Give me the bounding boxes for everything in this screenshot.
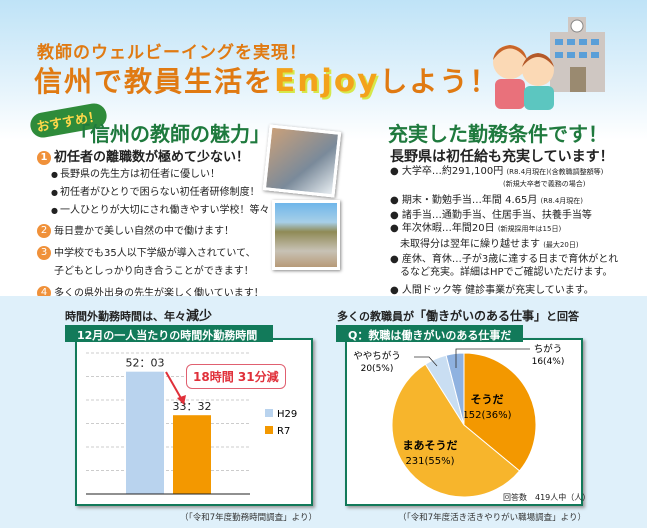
right-section-title: 充実した勤務条件です！ — [388, 122, 608, 146]
bar-R7 — [173, 415, 211, 494]
pie-slice-1 — [391, 363, 521, 498]
slice-label: ややちがう — [353, 350, 401, 362]
slice-value: 231(55%) — [405, 456, 454, 467]
condition-item: ● 諸手当…通勤手当、住居手当、扶養手当等 — [390, 210, 592, 221]
arrow-head — [177, 395, 186, 405]
legend-label: R7 — [277, 426, 290, 437]
bar-value-label: 33：32 — [173, 400, 212, 413]
pie-slice-0 — [463, 352, 537, 472]
legend-swatch — [265, 426, 273, 434]
number-badge: 1 — [37, 151, 51, 165]
appeal-point-2: 2 毎日豊かで美しい自然の中で働けます！ — [37, 223, 272, 241]
legend-swatch — [265, 409, 273, 417]
right-section-subtitle: 長野県は初任給も充実しています！ — [390, 149, 614, 165]
reduction-callout: 18時間 31分減 — [186, 364, 286, 389]
school-photo — [272, 200, 340, 270]
pie-source: （「令和7年度活き活きやりがい職場調査」より） — [398, 513, 586, 523]
condition-item: ● 期末・勤勉手当…年間 4.65月 (R8.4月現在) — [390, 195, 584, 206]
point-text: 初任者の離職数が極めて少ない！ — [54, 150, 250, 165]
slice-value: 16(4%) — [532, 357, 565, 367]
legend-label: H29 — [277, 409, 297, 420]
list-item: ● 長野県の先生方は初任者に優しい！ — [51, 169, 220, 180]
pie-section-heading: 多くの教職員が「働きがいのある仕事」と回答 — [337, 309, 580, 323]
slice-value: 152(36%) — [462, 410, 511, 421]
respondent-count: 回答数 419人中（人） — [503, 493, 591, 502]
list-item: ● 一人ひとりが大切にされ働きやすい学校！等々 — [51, 205, 270, 216]
condition-item: ● 人間ドック等 健診事業が充実しています。 — [390, 285, 594, 296]
pie-chart-label: Q：教職は働きがいのある仕事だ — [336, 325, 524, 342]
bar-source: （「令和7年度勤務時間調査」より） — [180, 513, 317, 523]
leader-line — [414, 356, 438, 367]
school-children-illustration — [493, 17, 605, 110]
list-item: ● 初任者がひとりで困らない初任者研修制度！ — [51, 187, 260, 198]
bar-H29 — [126, 371, 164, 494]
slice-label: ちがう — [534, 343, 563, 355]
condition-item: ● 産休、育休…子が3歳に達する日まで育休がとれ るなど充実。詳細はHPでご確認い… — [390, 254, 619, 278]
left-section-title: 「信州の教師の魅力」 — [70, 122, 270, 146]
header-title: 信州で教員生活をEnjoyしよう！ — [34, 63, 500, 99]
bar-value-label: 52：03 — [126, 357, 165, 370]
teacher-appeal-list: 1 初任者の離職数が極めて少ない！ ● 長野県の先生方は初任者に優しい！ ● 初任者が… — [37, 146, 272, 303]
reduction-arrow — [165, 371, 183, 401]
condition-item: ● 大学卒…約291,100円 (R8.4月現在)(含教職調整額等) (新規大卒者… — [390, 166, 604, 188]
slice-label: そうだ — [471, 393, 504, 406]
slice-value: 20(5%) — [361, 364, 394, 374]
bar-section-heading: 時間外勤務時間は、年々減少 — [65, 309, 213, 324]
appeal-point-3: 3 中学校でも35人以下学級が導入されていて、 子どもとしっかり向き合うことができま… — [37, 245, 272, 281]
header-subtitle: 教師のウェルビーイングを実現！ — [37, 43, 307, 63]
bar-chart-label: 12月の一人当たりの時間外勤務時間 — [65, 325, 273, 342]
pie-slice-3 — [445, 352, 465, 426]
condition-item: ● 年次休暇…年間20日 (新規採用年は15日) 未取得分は翌年に繰り越せます (… — [390, 223, 579, 250]
leader-line — [455, 348, 530, 368]
appeal-point-1: 1 初任者の離職数が極めて少ない！ — [37, 146, 272, 165]
slice-label: まあそうだ — [403, 439, 458, 452]
